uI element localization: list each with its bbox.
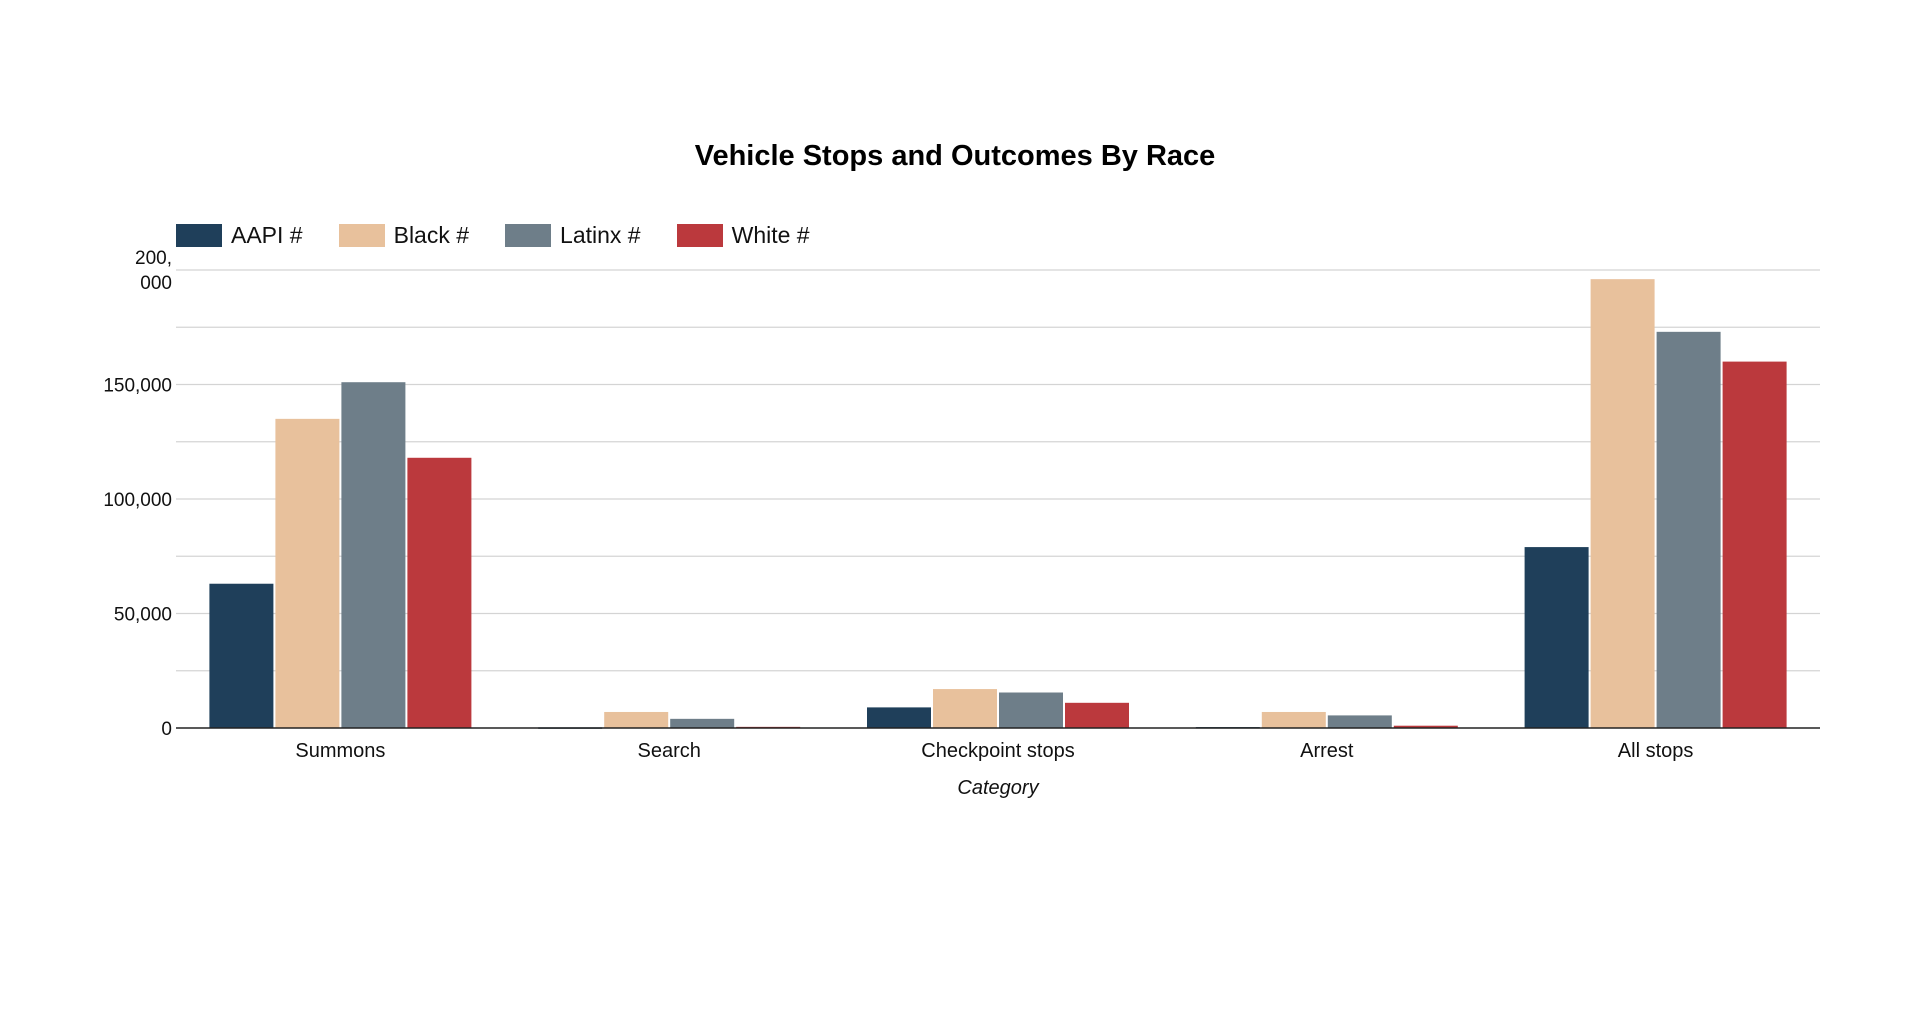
legend-item-black[interactable]: Black #: [338, 222, 470, 249]
legend-label-white: White #: [731, 222, 810, 248]
y-tick-label: 150,000: [103, 376, 172, 397]
bar: [1590, 279, 1655, 728]
legend: AAPI # Black # Latinx # White #: [176, 222, 846, 249]
legend-label-latinx: Latinx #: [560, 222, 641, 248]
x-tick-label: Arrest: [1300, 740, 1354, 762]
bar: [933, 689, 997, 728]
bar: [604, 711, 669, 728]
bar: [670, 718, 735, 728]
bar: [1327, 715, 1392, 728]
legend-label-aapi: AAPI #: [231, 222, 303, 248]
legend-item-latinx[interactable]: Latinx #: [505, 222, 641, 249]
chart-title: Vehicle Stops and Outcomes By Race: [694, 140, 1216, 172]
bar: [275, 418, 340, 728]
x-tick-label: Summons: [295, 740, 385, 762]
bar: [1656, 331, 1721, 728]
legend-swatch-aapi: [176, 224, 222, 247]
legend-swatch-white: [676, 224, 723, 247]
bar: [209, 583, 274, 728]
x-axis-title: Category: [957, 777, 1039, 799]
legend-label-black: Black #: [393, 222, 470, 248]
bar: [1261, 711, 1326, 728]
bar: [1065, 702, 1129, 728]
legend-swatch-black: [338, 224, 385, 247]
y-tick-label: 100,000: [103, 490, 172, 511]
bar: [1722, 361, 1787, 728]
y-tick-label: 0: [161, 719, 172, 740]
legend-swatch-latinx: [505, 224, 552, 247]
bar: [999, 692, 1063, 728]
bar: [1393, 725, 1458, 728]
bars: [209, 279, 1787, 729]
legend-item-white[interactable]: White #: [676, 222, 810, 249]
bar: [341, 382, 406, 728]
bar: [407, 457, 472, 728]
x-tick-label: Checkpoint stops: [921, 740, 1074, 762]
bar: [1524, 547, 1589, 728]
axes: 0 50,000 100,000 150,000 200, 000 Summons Searc…: [103, 248, 1820, 762]
x-tick-label: Search: [638, 740, 701, 762]
y-tick-label: 50,000: [114, 605, 172, 626]
legend-item-aapi[interactable]: AAPI #: [176, 222, 303, 249]
y-tick-label: 200, 000: [135, 248, 172, 294]
bar: [867, 707, 931, 728]
x-tick-label: All stops: [1618, 740, 1694, 762]
